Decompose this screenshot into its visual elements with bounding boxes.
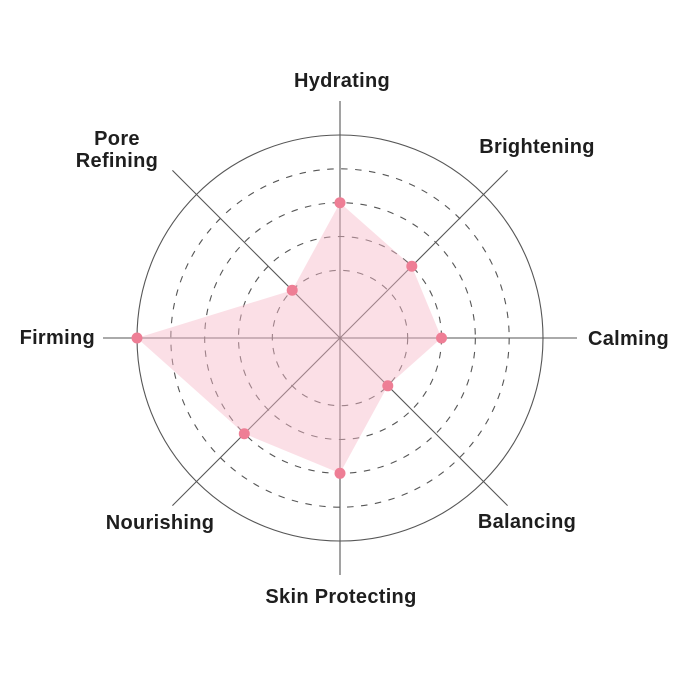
radar-point [334,467,346,479]
axis-label-skin-protecting: Skin Protecting [265,586,417,608]
radar-point [382,380,394,392]
radar-point [334,197,346,209]
axis-label-brightening: Brightening [479,136,595,158]
axis-label-firming: Firming [19,327,95,349]
radar-area [137,202,442,474]
axis-label-calming: Calming [588,328,669,350]
radar-axis-line [172,337,341,506]
axis-label-balancing: Balancing [477,511,577,533]
axis-label-nourishing: Nourishing [105,512,215,534]
radar-point [286,284,298,296]
axis-label-pore-refining: Pore Refining [75,128,159,172]
radar-point [238,428,250,440]
radar-point [406,260,418,272]
axis-label-hydrating: Hydrating [293,70,391,92]
radar-axis-line [339,170,508,339]
radar-point [131,332,143,344]
radar-axis-line [339,337,508,506]
radar-axis-line [172,170,341,339]
radar-point [436,332,447,344]
